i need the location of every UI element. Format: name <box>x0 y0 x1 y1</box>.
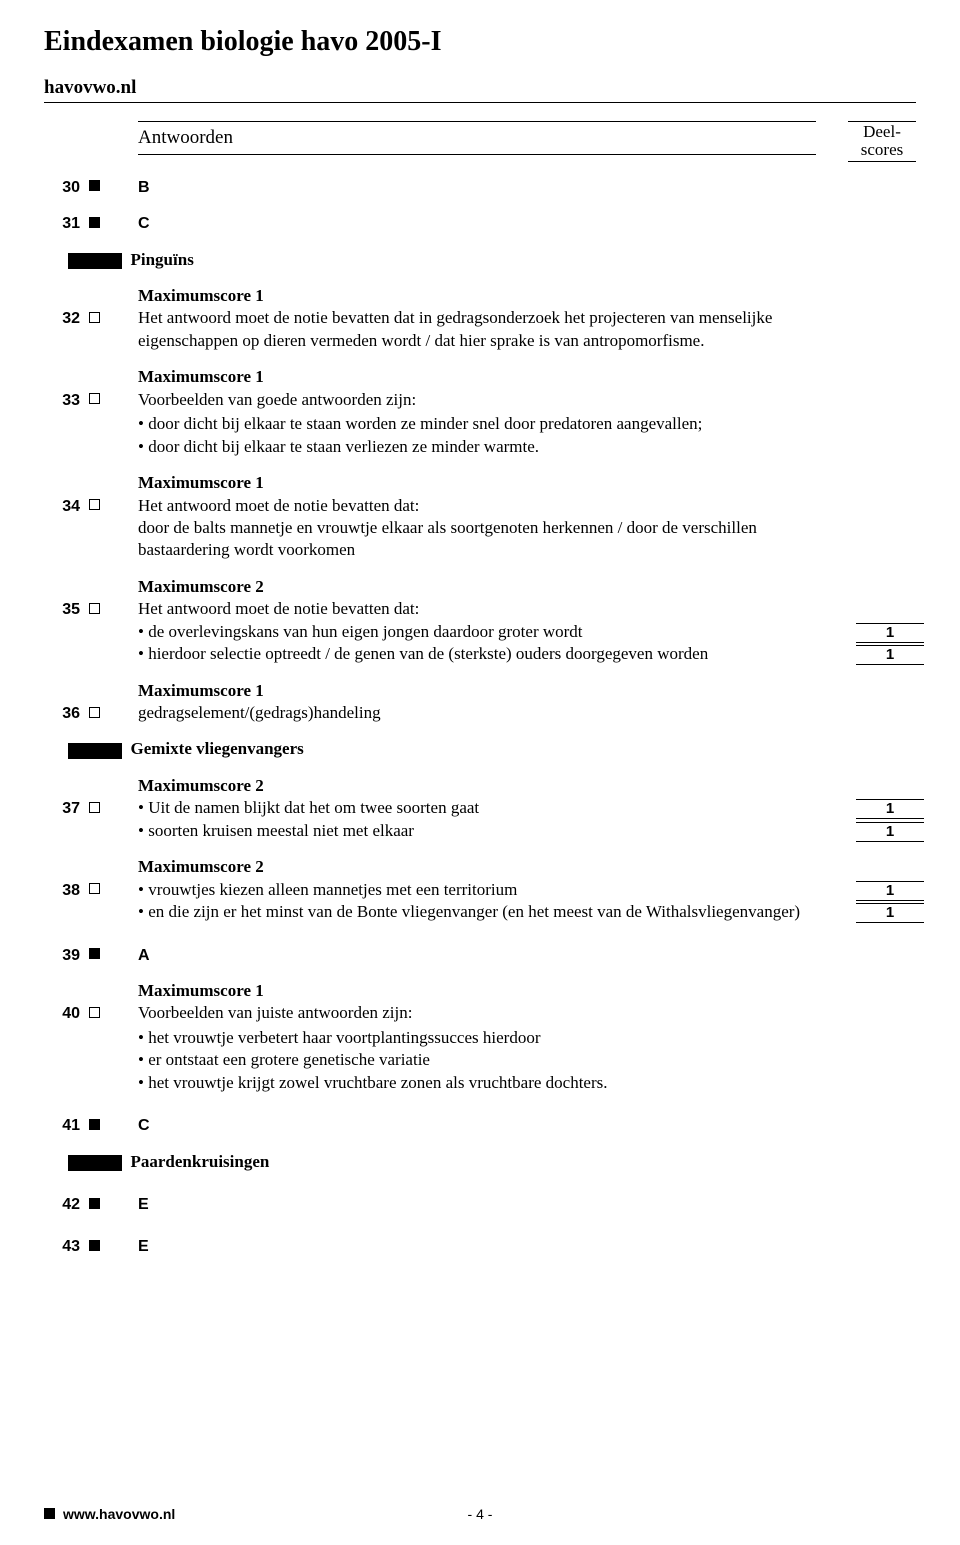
max-score-label: Maximumscore 2 <box>138 775 840 797</box>
question-number: 37 <box>44 797 80 819</box>
answer-text: Het antwoord moet de notie bevatten dat … <box>108 307 848 352</box>
answer-text: door de balts mannetje en vrouwtje elkaa… <box>138 518 757 559</box>
empty-square-icon <box>89 312 100 323</box>
deelscore-value: 1 <box>856 623 924 643</box>
answer-intro: Voorbeelden van goede antwoorden zijn: <box>138 390 416 409</box>
answer-letter: E <box>138 1196 149 1213</box>
max-score-label: Maximumscore 1 <box>138 285 840 307</box>
question-number: 39 <box>44 944 80 966</box>
section-heading: Paardenkruisingen <box>131 1152 270 1171</box>
max-score-label: Maximumscore 1 <box>138 472 840 494</box>
max-score-label: Maximumscore 2 <box>138 576 840 598</box>
column-header-antwoorden: Antwoorden <box>138 121 816 155</box>
filled-square-icon <box>89 948 100 959</box>
max-score-label: Maximumscore 1 <box>138 366 840 388</box>
question-number: 43 <box>44 1235 80 1257</box>
question-number: 30 <box>44 176 80 198</box>
bullet-item: Uit de namen blijkt dat het om twee soor… <box>148 798 479 817</box>
filled-square-icon <box>89 180 100 191</box>
bullet-item: door dicht bij elkaar te staan worden ze… <box>138 413 840 435</box>
bullet-item: hierdoor selectie optreedt / de genen va… <box>148 644 708 663</box>
max-score-label: Maximumscore 2 <box>138 856 840 878</box>
site-name: havovwo.nl <box>44 75 916 100</box>
column-header-deelscores: Deel-scores <box>848 121 916 162</box>
answer-intro: Het antwoord moet de notie bevatten dat: <box>138 599 419 618</box>
bullet-item: het vrouwtje krijgt zowel vruchtbare zon… <box>138 1072 840 1094</box>
question-number: 33 <box>44 389 80 411</box>
section-bar <box>68 253 122 269</box>
bullet-item: en die zijn er het minst van de Bonte vl… <box>148 902 800 921</box>
bullet-item: door dicht bij elkaar te staan verliezen… <box>138 436 840 458</box>
deelscore-value: 1 <box>856 903 924 923</box>
deelscore-value: 1 <box>856 799 924 819</box>
answer-intro: Het antwoord moet de notie bevatten dat: <box>138 496 419 515</box>
question-number: 40 <box>44 1002 80 1024</box>
empty-square-icon <box>89 393 100 404</box>
bullet-item: er ontstaat een grotere genetische varia… <box>138 1049 840 1071</box>
empty-square-icon <box>89 1007 100 1018</box>
question-number: 42 <box>44 1193 80 1215</box>
answer-intro: Voorbeelden van juiste antwoorden zijn: <box>138 1003 412 1022</box>
page-title: Eindexamen biologie havo 2005-I <box>44 24 916 61</box>
empty-square-icon <box>89 883 100 894</box>
question-number: 35 <box>44 598 80 620</box>
max-score-label: Maximumscore 1 <box>138 980 840 1002</box>
answer-text: gedragselement/(gedrags)handeling <box>108 702 848 724</box>
section-heading: Gemixte vliegenvangers <box>131 739 304 758</box>
empty-square-icon <box>89 707 100 718</box>
bullet-item: de overlevingskans van hun eigen jongen … <box>148 622 582 641</box>
section-heading: Pinguïns <box>131 250 194 269</box>
empty-square-icon <box>89 499 100 510</box>
bullet-item: het vrouwtje verbetert haar voortplantin… <box>138 1027 840 1049</box>
divider <box>44 102 916 103</box>
bullet-item: vrouwtjes kiezen alleen mannetjes met ee… <box>148 880 517 899</box>
question-number: 41 <box>44 1114 80 1136</box>
section-bar <box>68 743 122 759</box>
filled-square-icon <box>89 1119 100 1130</box>
deelscore-value: 1 <box>856 881 924 901</box>
filled-square-icon <box>89 1198 100 1209</box>
question-number: 34 <box>44 495 80 517</box>
section-bar <box>68 1155 122 1171</box>
empty-square-icon <box>89 603 100 614</box>
filled-square-icon <box>89 217 100 228</box>
footer-page-number: - 4 - <box>468 1505 493 1523</box>
max-score-label: Maximumscore 1 <box>138 680 840 702</box>
footer-square-icon <box>44 1508 55 1519</box>
bullet-item: soorten kruisen meestal niet met elkaar <box>148 821 414 840</box>
empty-square-icon <box>89 802 100 813</box>
question-number: 38 <box>44 879 80 901</box>
answer-letter: A <box>138 947 150 964</box>
deelscore-value: 1 <box>856 822 924 842</box>
question-number: 31 <box>44 212 80 234</box>
answer-letter: C <box>138 1117 150 1134</box>
question-number: 36 <box>44 702 80 724</box>
question-number: 32 <box>44 307 80 329</box>
deelscore-value: 1 <box>856 645 924 665</box>
answer-letter: C <box>138 215 150 232</box>
answer-letter: B <box>138 179 150 196</box>
filled-square-icon <box>89 1240 100 1251</box>
answer-letter: E <box>138 1238 149 1255</box>
footer-link[interactable]: www.havovwo.nl <box>63 1505 175 1523</box>
